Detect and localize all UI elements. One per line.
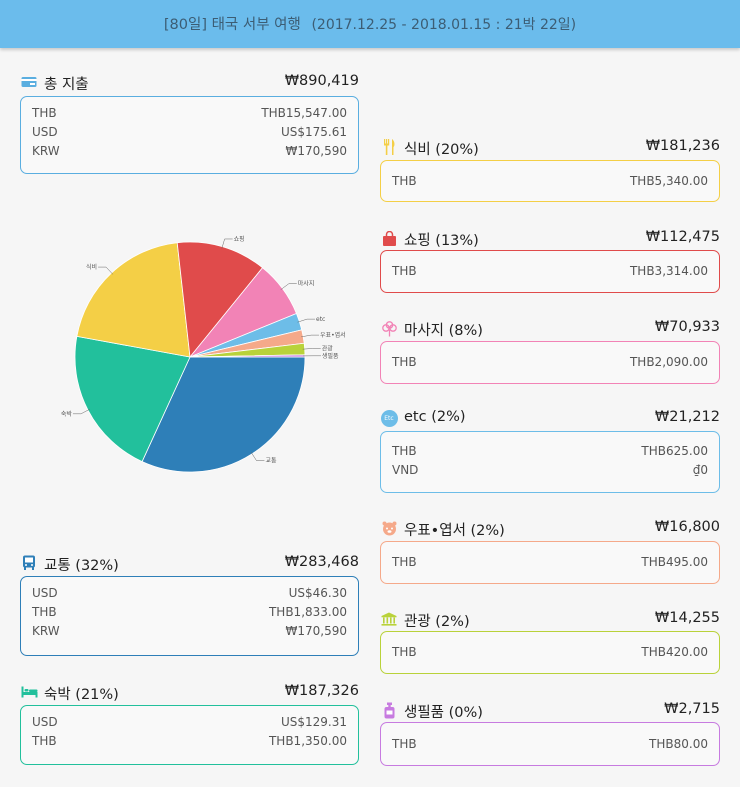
total-label: 총 지출 (44, 77, 89, 93)
currency-row: THB THB1,350.00 (32, 734, 347, 748)
pie-label-5: 마사지 (298, 280, 315, 288)
currency-row: USD US$46.30 (32, 586, 347, 600)
lodging-amount: ₩187,326 (284, 683, 359, 699)
massage-label: 마사지 (8%) (404, 323, 483, 339)
massage-section: 마사지 (8%) ₩70,933 THB THB2,090.00 (380, 318, 720, 384)
goods-label: 생필품 (0%) (404, 705, 483, 721)
tour-section: 관광 (2%) ₩14,255 THB THB420.00 (380, 609, 720, 674)
bus-icon (20, 554, 38, 572)
total-box[interactable]: THB THB15,547.00 USD US$175.61 KRW ₩170,590 (20, 96, 359, 174)
stamp-icon (380, 519, 398, 537)
lodging-label: 숙박 (21%) (44, 687, 119, 703)
shopping-bag-icon (380, 229, 398, 247)
pie-label-7: 우표•엽서 (320, 331, 346, 339)
pie-leader-line-8 (302, 348, 321, 350)
total-section: 총 지출 ₩890,419 THB THB15,547.00 USD US$175.… (20, 72, 359, 174)
currency-row: THB THB1,833.00 (32, 605, 347, 619)
goods-section: 생필품 (0%) ₩2,715 THB THB80.00 (380, 700, 720, 766)
food-label: 식비 (20%) (404, 142, 479, 158)
etc-section: Etc etc (2%) ₩21,212 THB THB625.00 VND ₫0 (380, 408, 720, 493)
pie-label-9: 생필품 (322, 352, 339, 360)
total-amount: ₩890,419 (284, 73, 359, 89)
transport-label: 교통 (32%) (44, 558, 119, 574)
currency-row: USD US$129.31 (32, 715, 347, 729)
currency-row: USD US$175.61 (32, 125, 347, 139)
pie-leader-line-6 (297, 318, 316, 323)
currency-row: THB THB495.00 (392, 555, 708, 569)
food-section: 식비 (20%) ₩181,236 THB THB5,340.00 (380, 137, 720, 202)
post-label: 우표•엽서 (2%) (404, 523, 505, 539)
currency-row: THB THB420.00 (392, 645, 708, 659)
currency-row: THB THB5,340.00 (392, 174, 708, 188)
shopping-section: 쇼핑 (13%) ₩112,475 THB THB3,314.00 (380, 228, 720, 293)
shopping-box[interactable]: THB THB3,314.00 (380, 250, 720, 293)
fork-knife-icon (380, 138, 398, 156)
goods-box[interactable]: THB THB80.00 (380, 722, 720, 766)
massage-box[interactable]: THB THB2,090.00 (380, 341, 720, 384)
flower-icon (380, 319, 398, 337)
trip-title: [80일] 태국 서부 여행 (2017.12.25 - 2018.01.15 … (0, 13, 740, 34)
etc-box[interactable]: THB THB625.00 VND ₫0 (380, 431, 720, 493)
etc-label: etc (2%) (404, 409, 466, 425)
etc-icon: Etc (380, 409, 398, 427)
lodging-section: 숙박 (21%) ₩187,326 USD US$129.31 THB THB1,3… (20, 682, 359, 765)
post-amount: ₩16,800 (654, 519, 720, 535)
shopping-amount: ₩112,475 (645, 229, 720, 245)
food-amount: ₩181,236 (645, 138, 720, 154)
pie-leader-line-7 (301, 334, 320, 338)
wallet-icon (20, 73, 38, 91)
etc-amount: ₩21,212 (654, 409, 720, 425)
currency-row: THB THB15,547.00 (32, 106, 347, 120)
transport-section: 교통 (32%) ₩283,468 USD US$46.30 THB THB1,83… (20, 553, 359, 656)
lodging-box[interactable]: USD US$129.31 THB THB1,350.00 (20, 705, 359, 765)
tour-amount: ₩14,255 (654, 610, 720, 626)
currency-row: THB THB625.00 (392, 444, 708, 458)
pie-label-4: 쇼핑 (234, 235, 245, 243)
food-box[interactable]: THB THB5,340.00 (380, 160, 720, 202)
pie-label-3: 식비 (86, 263, 97, 271)
pie-leader-line-3 (98, 266, 114, 275)
massage-amount: ₩70,933 (654, 319, 720, 335)
pie-label-1: 교통 (265, 458, 277, 465)
bottle-icon (380, 701, 398, 719)
bed-icon (20, 683, 38, 701)
header-bar: [80일] 태국 서부 여행 (2017.12.25 - 2018.01.15 … (0, 0, 740, 48)
pie-label-6: etc (316, 316, 325, 323)
pie-leader-line-2 (72, 408, 90, 415)
pie-label-8: 관광 (322, 344, 334, 352)
goods-amount: ₩2,715 (664, 701, 720, 717)
currency-row: VND ₫0 (392, 463, 708, 477)
shopping-label: 쇼핑 (13%) (404, 233, 479, 249)
trip-name: [80일] 태국 서부 여행 (163, 17, 301, 33)
post-section: 우표•엽서 (2%) ₩16,800 THB THB495.00 (380, 518, 720, 584)
post-box[interactable]: THB THB495.00 (380, 541, 720, 584)
pie-leader-line-1 (250, 451, 265, 461)
transport-amount: ₩283,468 (284, 554, 359, 570)
transport-box[interactable]: USD US$46.30 THB THB1,833.00 KRW ₩170,590 (20, 576, 359, 656)
pie-leader-line-5 (280, 283, 297, 290)
pie-leader-line-4 (221, 238, 233, 249)
trip-period: (2017.12.25 - 2018.01.15 : 21박 22일) (311, 17, 577, 33)
currency-row: THB THB3,314.00 (392, 264, 708, 278)
pie-label-2: 숙박 (61, 410, 73, 418)
currency-row: KRW ₩170,590 (32, 624, 347, 638)
currency-row: THB THB80.00 (392, 737, 708, 751)
tour-box[interactable]: THB THB420.00 (380, 631, 720, 674)
currency-row: KRW ₩170,590 (32, 144, 347, 158)
museum-icon (380, 610, 398, 628)
currency-row: THB THB2,090.00 (392, 355, 708, 369)
tour-label: 관광 (2%) (404, 614, 470, 630)
